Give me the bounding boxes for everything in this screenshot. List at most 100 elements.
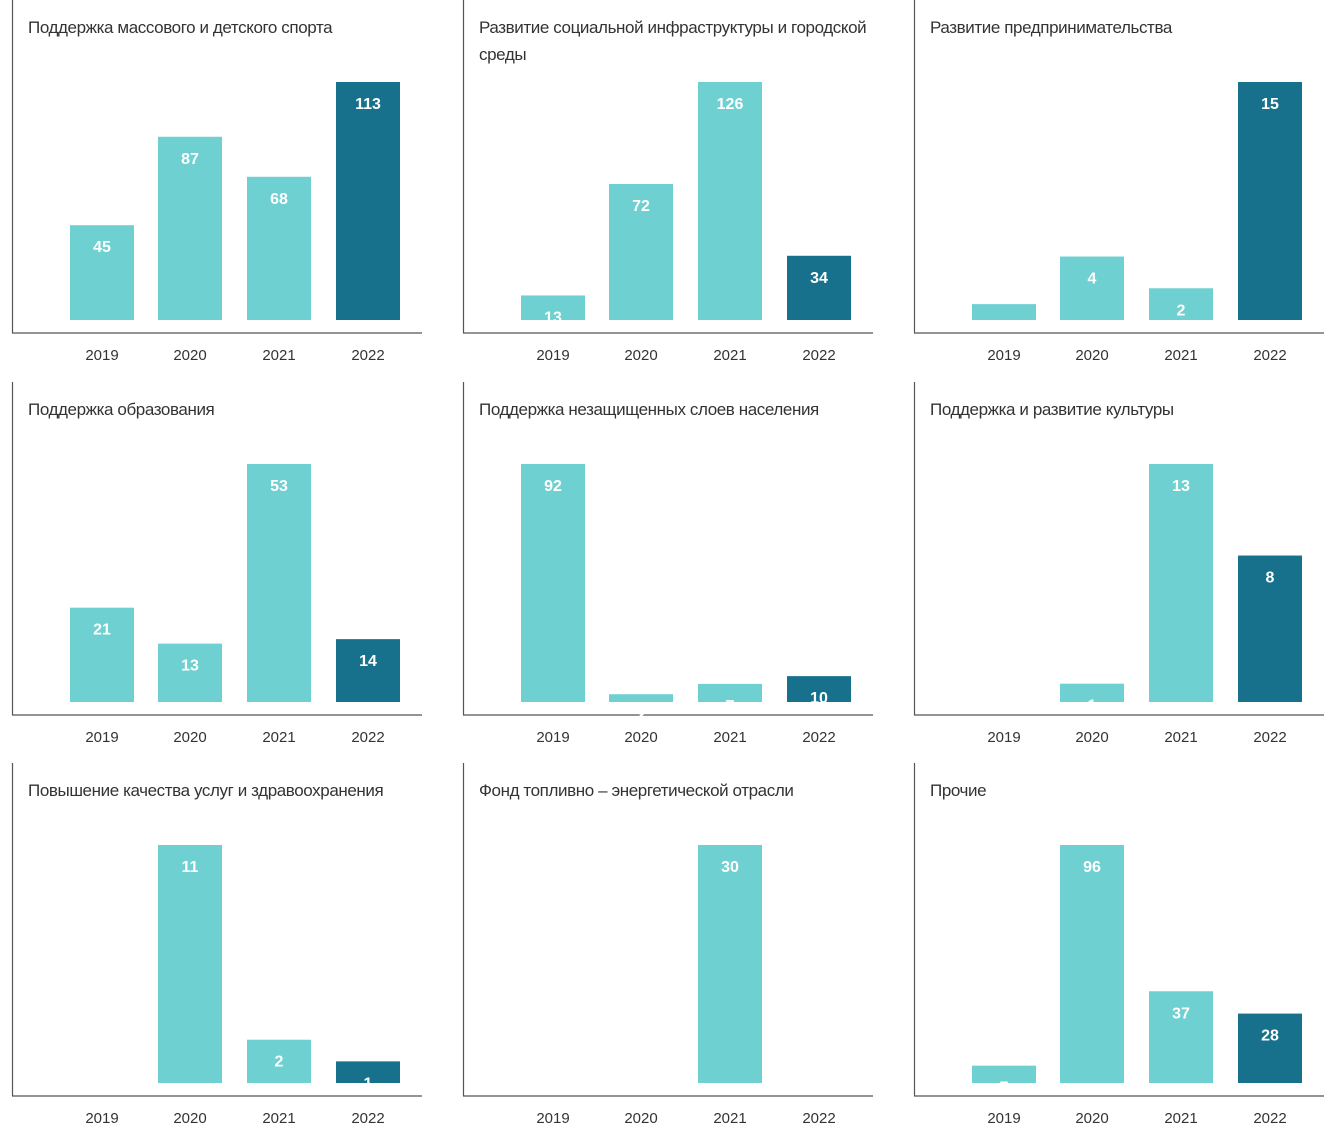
bar-2021 bbox=[698, 845, 762, 1083]
bar-2022 bbox=[336, 1061, 400, 1083]
bar-value-label: 1 bbox=[1000, 318, 1009, 335]
bar-value-label: 37 bbox=[1172, 1005, 1190, 1022]
bar-value-label: 72 bbox=[632, 198, 650, 215]
x-tick-label: 2022 bbox=[351, 1110, 384, 1127]
x-tick-label: 2019 bbox=[987, 729, 1020, 746]
bar-value-label: 3 bbox=[637, 708, 646, 725]
chart-title: Фонд топливно – энергетической отрасли bbox=[479, 781, 794, 800]
bar-value-label: 4 bbox=[1088, 271, 1097, 288]
bar-value-label: 8 bbox=[1266, 570, 1275, 587]
x-tick-label: 2020 bbox=[1075, 1110, 1108, 1127]
x-tick-label: 2022 bbox=[1253, 729, 1286, 746]
bar-2020 bbox=[1060, 256, 1124, 320]
bar-value-label: 2 bbox=[275, 1054, 284, 1071]
bar-2020 bbox=[158, 136, 222, 320]
bar-2022 bbox=[1238, 82, 1302, 320]
bar-2021 bbox=[698, 82, 762, 320]
bar-2021 bbox=[698, 683, 762, 702]
bar-value-label: 1 bbox=[364, 1075, 373, 1092]
x-tick-label: 2019 bbox=[85, 347, 118, 364]
bar-2021 bbox=[247, 176, 311, 320]
x-tick-label: 2022 bbox=[1253, 1110, 1286, 1127]
bar-2021 bbox=[247, 1039, 311, 1083]
x-tick-label: 2020 bbox=[1075, 729, 1108, 746]
x-tick-label: 2021 bbox=[713, 347, 746, 364]
chart-title: Развитие социальной инфраструктуры и гор… bbox=[479, 18, 867, 64]
x-tick-label: 2022 bbox=[802, 1110, 835, 1127]
bar-2019 bbox=[972, 304, 1036, 320]
x-tick-label: 2020 bbox=[624, 347, 657, 364]
bar-chart: 7 2019 96 2020 37 2021 28 2022 bbox=[913, 763, 1324, 1127]
bar-chart: 13 2019 72 2020 126 2021 34 2022 bbox=[462, 0, 873, 364]
bar-chart: 2019 1 2020 13 2021 8 2022 bbox=[913, 382, 1324, 746]
x-tick-label: 2022 bbox=[351, 729, 384, 746]
bar-2022 bbox=[336, 639, 400, 702]
bar-2020 bbox=[1060, 683, 1124, 702]
bar-value-label: 30 bbox=[721, 859, 739, 876]
bar-2022 bbox=[787, 676, 851, 702]
chart-panel: Поддержка незащищенных слоев населения 92… bbox=[462, 382, 883, 752]
bar-chart: 2019 2020 30 2021 2022 bbox=[462, 763, 873, 1127]
x-tick-label: 2020 bbox=[173, 1110, 206, 1127]
bar-2019 bbox=[70, 225, 134, 320]
chart-title: Повышение качества услуг и здравоохранен… bbox=[28, 781, 384, 800]
chart-panel: Поддержка и развитие культуры 2019 1 2020 13… bbox=[913, 382, 1334, 752]
bar-value-label: 53 bbox=[270, 478, 288, 495]
bar-value-label: 10 bbox=[810, 690, 828, 707]
bar-2022 bbox=[1238, 555, 1302, 702]
chart-title: Поддержка незащищенных слоев населения bbox=[479, 400, 819, 419]
bar-chart: 2019 11 2020 2 2021 1 2022 bbox=[11, 763, 422, 1127]
x-tick-label: 2020 bbox=[173, 729, 206, 746]
x-tick-label: 2019 bbox=[536, 729, 569, 746]
bar-2020 bbox=[609, 694, 673, 702]
x-tick-label: 2019 bbox=[85, 729, 118, 746]
bar-chart: 45 2019 87 2020 68 2021 113 2022 bbox=[11, 0, 422, 364]
chart-title: Поддержка массового и детского спорта bbox=[28, 18, 333, 37]
bar-2020 bbox=[1060, 845, 1124, 1083]
bar-value-label: 34 bbox=[810, 270, 828, 287]
bar-value-label: 13 bbox=[544, 309, 562, 326]
bar-value-label: 45 bbox=[93, 239, 111, 256]
bar-value-label: 13 bbox=[1172, 478, 1190, 495]
x-tick-label: 2020 bbox=[624, 1110, 657, 1127]
x-tick-label: 2020 bbox=[1075, 347, 1108, 364]
bar-2019 bbox=[521, 464, 585, 702]
bar-2021 bbox=[1149, 991, 1213, 1083]
bar-value-label: 11 bbox=[182, 859, 199, 876]
x-tick-label: 2022 bbox=[802, 729, 835, 746]
bar-2022 bbox=[787, 255, 851, 320]
chart-panel: Развитие предпринимательства 1 2019 4 2020 2 2… bbox=[913, 0, 1334, 370]
x-tick-label: 2020 bbox=[173, 347, 206, 364]
x-tick-label: 2019 bbox=[536, 347, 569, 364]
bar-value-label: 13 bbox=[181, 658, 199, 675]
bar-value-label: 92 bbox=[544, 478, 562, 495]
bar-value-label: 1 bbox=[1088, 698, 1097, 715]
bar-2021 bbox=[247, 464, 311, 702]
bar-2021 bbox=[1149, 464, 1213, 702]
bar-2020 bbox=[158, 845, 222, 1083]
x-tick-label: 2019 bbox=[987, 1110, 1020, 1127]
bar-value-label: 28 bbox=[1261, 1028, 1279, 1045]
chart-panel: Фонд топливно – энергетической отрасли 20… bbox=[462, 763, 883, 1133]
bar-2019 bbox=[70, 607, 134, 702]
bar-value-label: 96 bbox=[1083, 859, 1101, 876]
bar-value-label: 21 bbox=[93, 622, 111, 639]
x-tick-label: 2020 bbox=[624, 729, 657, 746]
bar-2021 bbox=[1149, 288, 1213, 320]
chart-panel: Повышение качества услуг и здравоохранен… bbox=[11, 763, 432, 1133]
chart-title: Развитие предпринимательства bbox=[930, 18, 1172, 37]
x-tick-label: 2021 bbox=[1164, 347, 1197, 364]
bar-2020 bbox=[609, 184, 673, 320]
x-tick-label: 2021 bbox=[262, 729, 295, 746]
x-tick-label: 2019 bbox=[987, 347, 1020, 364]
chart-title: Поддержка образования bbox=[28, 400, 215, 419]
x-tick-label: 2021 bbox=[713, 729, 746, 746]
x-tick-label: 2022 bbox=[351, 347, 384, 364]
bar-value-label: 68 bbox=[270, 191, 288, 208]
chart-panel: Поддержка образования 21 2019 13 2020 53 2021 1… bbox=[11, 382, 432, 752]
x-tick-label: 2022 bbox=[1253, 347, 1286, 364]
x-tick-label: 2019 bbox=[85, 1110, 118, 1127]
chart-panel: Прочие 7 2019 96 2020 37 2021 28 2022 bbox=[913, 763, 1334, 1133]
bar-chart: 92 2019 3 2020 7 2021 10 2022 bbox=[462, 382, 873, 746]
